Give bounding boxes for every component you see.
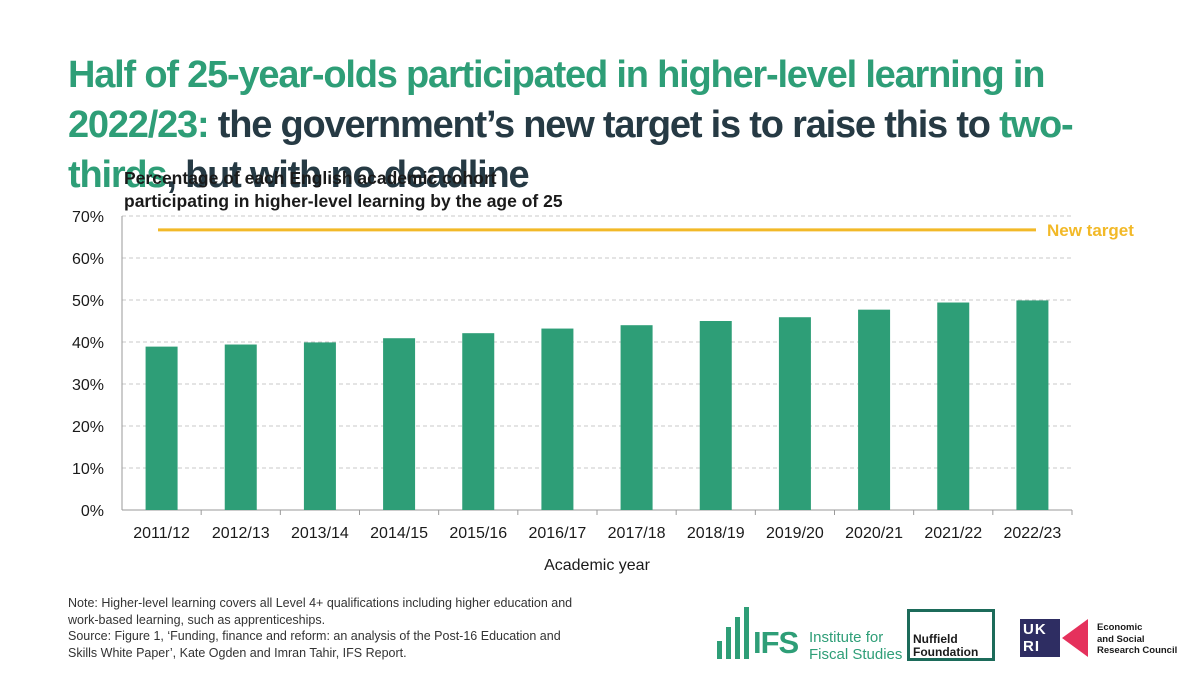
y-tick-label: 20% xyxy=(72,419,104,436)
bar xyxy=(145,346,178,510)
x-tick-label: 2011/12 xyxy=(133,525,190,542)
x-tick-label: 2012/13 xyxy=(212,525,270,542)
ukri-arrow-icon xyxy=(1062,619,1088,657)
bar xyxy=(462,333,495,510)
y-tick-label: 30% xyxy=(72,377,104,394)
x-tick-label: 2019/20 xyxy=(766,525,824,542)
nuffield-logo-line2: Foundation xyxy=(913,645,979,659)
headline-text-end: , but with no deadline xyxy=(166,154,529,196)
x-tick-label: 2020/21 xyxy=(845,525,903,542)
esrc-line1: Economic xyxy=(1097,622,1143,633)
footnote-line: Skills White Paper’, Kate Ogden and Imra… xyxy=(68,645,407,660)
x-tick-label: 2017/18 xyxy=(608,525,666,542)
chart-title-line1: Percentage of each English academic coho… xyxy=(124,168,497,188)
y-tick-label: 70% xyxy=(72,209,104,226)
bar xyxy=(858,309,891,510)
ukri-logo-line2: RI xyxy=(1023,638,1040,655)
ifs-bars-icon xyxy=(717,607,751,659)
x-tick-label: 2022/23 xyxy=(1003,525,1061,542)
ifs-logo-name-line2: Fiscal Studies xyxy=(809,646,903,663)
bar xyxy=(383,338,416,510)
y-tick-label: 40% xyxy=(72,335,104,352)
ukri-logo-line1: UK xyxy=(1023,621,1047,638)
ifs-logo-name-line1: Institute for xyxy=(809,629,884,646)
x-tick-label: 2021/22 xyxy=(924,525,982,542)
footnote: Note: Higher-level learning covers all L… xyxy=(68,595,628,661)
nuffield-foundation-logo: Nuffield Foundation xyxy=(907,609,995,661)
x-tick-label: 2015/16 xyxy=(449,525,507,542)
ifs-logo-acronym: IFS xyxy=(753,625,799,660)
headline-text: the government’s new target is to raise … xyxy=(208,104,1000,146)
esrc-line2: and Social xyxy=(1097,633,1145,645)
bar xyxy=(541,328,574,510)
headline: Half of 25-year-olds participated in hig… xyxy=(68,50,1178,200)
headline-target-highlight: two-thirds xyxy=(68,104,1074,196)
x-tick-label: 2018/19 xyxy=(687,525,745,542)
target-label: New target xyxy=(1047,221,1134,240)
x-tick-label: 2016/17 xyxy=(528,525,586,542)
bar xyxy=(778,317,811,510)
footnote-line: work-based learning, such as apprentices… xyxy=(68,612,326,627)
ifs-logo: IFS Institute for Fiscal Studies xyxy=(717,607,902,663)
ukri-logo-box: UK RI xyxy=(1020,619,1060,657)
bar xyxy=(224,344,257,510)
bar xyxy=(303,342,336,510)
bar xyxy=(620,325,653,510)
ifs-logo-name: Institute for Fiscal Studies xyxy=(809,629,902,663)
y-tick-label: 50% xyxy=(72,293,104,310)
y-tick-label: 10% xyxy=(72,461,104,478)
bar xyxy=(937,302,970,510)
chart-title-line2: participating in higher-level learning b… xyxy=(124,191,563,211)
x-axis-title: Academic year xyxy=(544,557,650,574)
y-tick-label: 60% xyxy=(72,251,104,268)
ukri-logo: UK RI xyxy=(1020,619,1090,657)
headline-highlight: Half of 25-year-olds participated in hig… xyxy=(68,54,1045,146)
nuffield-logo-line1: Nuffield xyxy=(913,632,958,646)
footnote-line: Source: Figure 1, ‘Funding, finance and … xyxy=(68,629,561,643)
esrc-line3: Research Council xyxy=(1097,645,1178,656)
bar xyxy=(1016,300,1049,510)
bar xyxy=(699,321,732,510)
x-tick-label: 2014/15 xyxy=(370,525,428,542)
x-tick-label: 2013/14 xyxy=(291,525,349,542)
footnote-line: Note: Higher-level learning covers all L… xyxy=(68,596,573,610)
y-tick-label: 0% xyxy=(81,503,104,520)
esrc-logo-text: Economic and Social Research Council xyxy=(1097,622,1177,657)
